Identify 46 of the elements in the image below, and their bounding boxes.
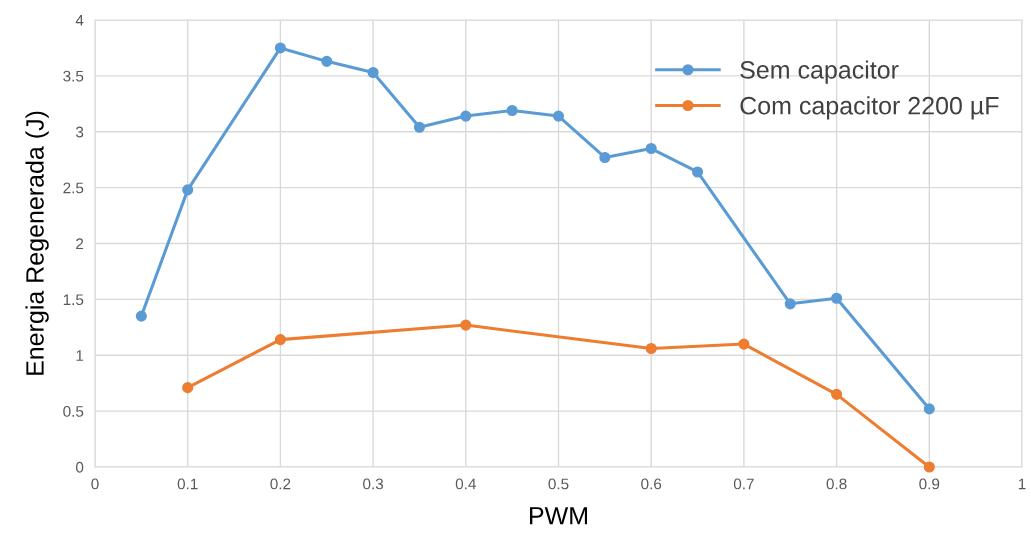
- point: [321, 55, 333, 67]
- y-tick-label: 0: [75, 461, 84, 473]
- point: [460, 110, 472, 122]
- point: [413, 121, 426, 133]
- y-axis-title: Energia Regenerada (J): [25, 111, 49, 375]
- point: [645, 342, 657, 355]
- point: [135, 310, 147, 322]
- y-tick-label: 4: [75, 15, 84, 26]
- x-tick-label: 0.2: [270, 478, 291, 490]
- point: [784, 298, 796, 310]
- x-tick-label: 0.8: [826, 478, 847, 490]
- point: [691, 166, 704, 178]
- x-tick-label: 0.6: [641, 478, 662, 490]
- x-tick-label: 0.9: [919, 478, 940, 490]
- point: [645, 142, 657, 155]
- point: [274, 42, 286, 54]
- point: [182, 184, 194, 196]
- point: [738, 338, 750, 350]
- point: [367, 66, 379, 79]
- point: [506, 104, 518, 117]
- y-tick-label: 3: [75, 126, 84, 138]
- point: [460, 319, 472, 331]
- y-tick-label: 1: [76, 350, 84, 361]
- y-tick-label: 1.5: [63, 294, 84, 306]
- x-tick-label: 1: [1018, 478, 1026, 490]
- point: [923, 461, 935, 473]
- point: [182, 382, 194, 394]
- x-tick-label: 0.3: [363, 478, 384, 490]
- x-tick-label: 0.1: [177, 478, 198, 490]
- point: [599, 151, 611, 164]
- x-tick-label: 0.7: [733, 478, 754, 490]
- point: [831, 388, 843, 400]
- x-tick-label: 0.4: [455, 478, 476, 490]
- y-tick-label: 2.5: [63, 182, 84, 194]
- x-tick-label: 0: [91, 478, 99, 490]
- y-tick-label: 0.5: [63, 405, 84, 417]
- point: [831, 292, 843, 304]
- point: [923, 403, 935, 415]
- y-tick-label: 3.5: [63, 70, 84, 82]
- x-axis-title: PWM: [530, 507, 587, 525]
- point: [552, 110, 565, 122]
- legend-label: Com capacitor 2200 µF: [740, 96, 999, 120]
- y-tick-label: 2: [76, 238, 84, 250]
- point: [274, 334, 286, 346]
- legend-label: Sem capacitor: [740, 60, 899, 84]
- x-tick-label: 0.5: [548, 478, 569, 490]
